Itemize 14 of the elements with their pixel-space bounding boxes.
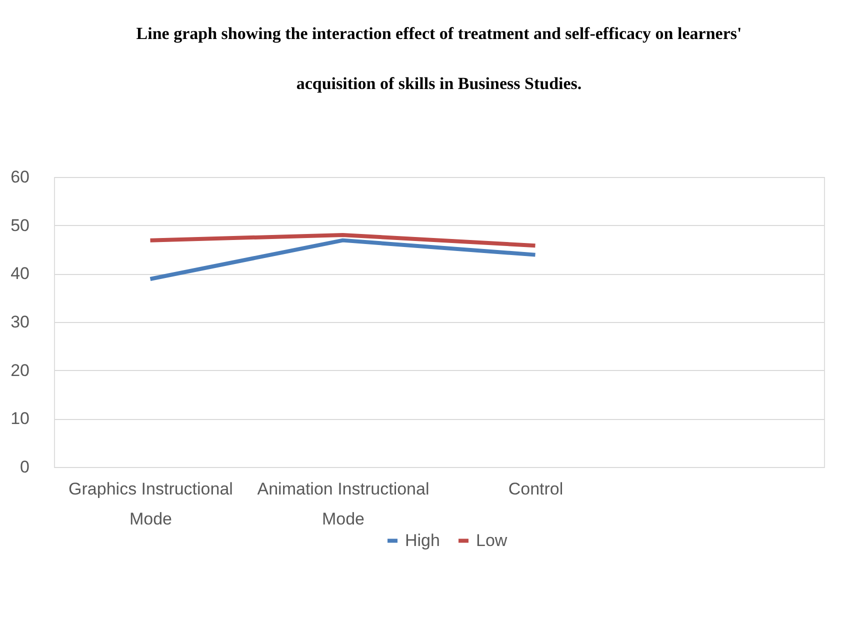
y-tick-label: 0	[20, 458, 30, 476]
y-tick-label: 20	[10, 360, 30, 380]
y-tick-label: 30	[10, 312, 30, 332]
text: Line graph showing the interaction effect of treatment and self-efficacy on learners'	[136, 24, 742, 43]
y-tick-label: 10	[10, 409, 30, 428]
y-tick-label: 50	[10, 216, 30, 235]
legend-label: Low	[476, 530, 508, 550]
y-tick-label: 60	[10, 168, 30, 186]
y-tick-label: 40	[10, 264, 30, 284]
x-tick-label: Control	[508, 480, 564, 498]
legend-label: High	[405, 530, 440, 550]
x-tick-label: Animation Instructional Mode	[257, 480, 430, 528]
x-tick-label: Graphics Instructional Mode	[68, 480, 233, 528]
text: acquisition of skills in Business Studies.	[296, 74, 582, 93]
